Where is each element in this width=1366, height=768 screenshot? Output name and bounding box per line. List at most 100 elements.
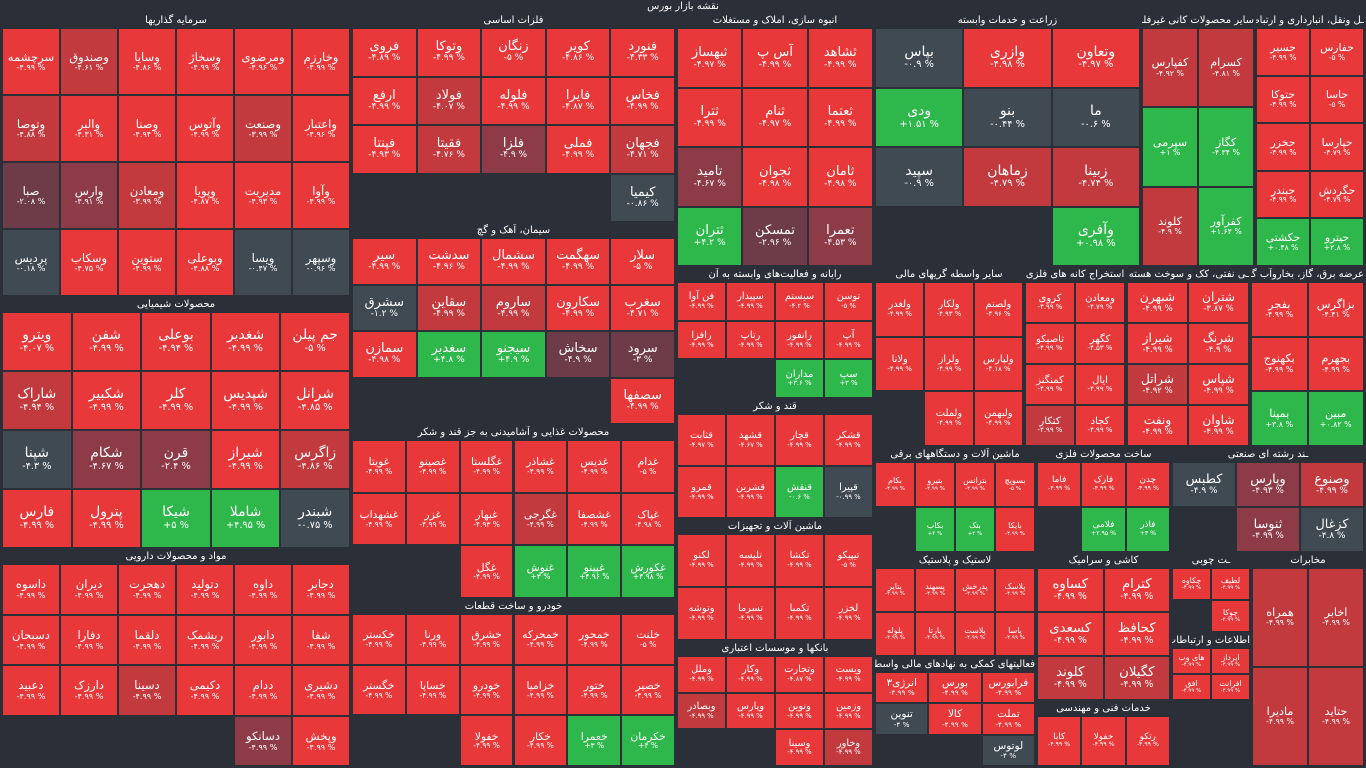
- stock-tile[interactable]: غشصفا -۴.۹۹ %: [567, 492, 622, 546]
- stock-tile[interactable]: ولغدر -۴.۹۹ %: [875, 282, 925, 337]
- stock-tile[interactable]: غگلستا -۴.۹۹ %: [459, 440, 514, 493]
- stock-tile[interactable]: سپیدار -۴.۹۹ %: [726, 282, 775, 321]
- stock-tile[interactable]: وتوصا -۴.۸۸ %: [2, 95, 60, 162]
- stock-tile[interactable]: سغدیر +۴.۸ %: [416, 331, 482, 378]
- stock-tile[interactable]: دارزک -۴.۹۹ %: [60, 665, 118, 716]
- stock-tile[interactable]: غصینو -۴.۹۹ %: [405, 440, 460, 493]
- stock-tile[interactable]: بتک +۴ %: [955, 507, 995, 552]
- stock-tile[interactable]: وسایا -۴.۸۶ %: [118, 28, 176, 95]
- stock-tile[interactable]: ثشاهد -۴.۹۹ %: [807, 28, 873, 88]
- stock-tile[interactable]: وخارزم -۴.۹۹ %: [292, 28, 350, 95]
- stock-tile[interactable]: دکیمی -۴.۹۹ %: [176, 665, 234, 716]
- stock-tile[interactable]: وآتوس -۴.۹۹ %: [176, 95, 234, 162]
- stock-tile[interactable]: سهگمت -۴.۹۹ %: [545, 238, 611, 285]
- stock-tile[interactable]: تعمرا -۴.۵۳ %: [807, 206, 873, 266]
- stock-tile[interactable]: حگردش -۴.۷۹ %: [1310, 170, 1364, 219]
- stock-tile[interactable]: بایکا -۴.۹۹ %: [995, 507, 1035, 552]
- stock-tile[interactable]: خگستر -۴.۹۹ %: [352, 664, 406, 716]
- stock-tile[interactable]: لطیف -۴.۹۹ %: [1211, 568, 1250, 600]
- stock-tile[interactable]: انرژی۳ -۴.۹۹ %: [875, 672, 929, 704]
- stock-tile[interactable]: رافزا -۴.۹۹ %: [677, 320, 726, 360]
- stock-tile[interactable]: قنقش -۰.۶ %: [775, 466, 824, 518]
- stock-tile[interactable]: کروی -۴.۹۹ %: [1025, 282, 1075, 323]
- stock-tile[interactable]: سپید -۰.۹ %: [875, 147, 964, 207]
- stock-tile[interactable]: زاگرس -۴.۸۶ %: [280, 430, 350, 489]
- stock-tile[interactable]: سیستم -۴.۲ %: [775, 282, 824, 321]
- stock-tile[interactable]: غکورش +۴.۹۸ %: [621, 545, 675, 598]
- stock-tile[interactable]: فجهان -۴.۷۱ %: [610, 125, 675, 174]
- stock-tile[interactable]: حپارسا -۴.۷۹ %: [1310, 123, 1364, 171]
- stock-tile[interactable]: حخزر -۴.۹۹ %: [1256, 123, 1310, 171]
- stock-tile[interactable]: واعتبار -۴.۹۶ %: [292, 95, 350, 162]
- stock-tile[interactable]: ثجوان -۴.۹۸ %: [742, 147, 808, 207]
- stock-tile[interactable]: زنگان -۵ %: [481, 28, 546, 77]
- stock-tile[interactable]: دابور -۴.۹۹ %: [234, 614, 292, 665]
- stock-tile[interactable]: بپاس -۰.۹ %: [875, 28, 964, 88]
- stock-tile[interactable]: دسینا -۴.۹۹ %: [118, 665, 176, 716]
- stock-tile[interactable]: سپ +۳ %: [824, 359, 873, 398]
- stock-tile[interactable]: سپرمی +۱ %: [1142, 107, 1198, 187]
- stock-tile[interactable]: سخاش -۴.۹ %: [545, 331, 611, 378]
- stock-tile[interactable]: پلاسک -۴.۹۹ %: [995, 568, 1035, 612]
- stock-tile[interactable]: تلیسه -۴.۹۹ %: [726, 534, 775, 587]
- stock-tile[interactable]: شیراز -۴.۹۹ %: [210, 430, 281, 489]
- stock-tile[interactable]: فپنتا -۴.۹۳ %: [352, 125, 417, 174]
- stock-tile[interactable]: خکرمان +۴ %: [621, 715, 675, 766]
- stock-tile[interactable]: وسپهر -۰.۹۶ %: [292, 229, 350, 296]
- stock-tile[interactable]: ویترو -۴.۰۷ %: [2, 312, 72, 371]
- stock-tile[interactable]: ونفت -۴.۹۹ %: [1127, 405, 1188, 446]
- stock-tile[interactable]: چدن -۴.۹۹ %: [1125, 462, 1170, 507]
- stock-tile[interactable]: وتوشه -۴.۹۹ %: [677, 587, 726, 640]
- stock-tile[interactable]: اخابر -۴.۹۹ %: [1308, 568, 1364, 667]
- stock-tile[interactable]: فلامی +۲.۹۵ %: [1081, 507, 1126, 552]
- stock-tile[interactable]: قرن -۲.۴ %: [141, 430, 211, 489]
- stock-tile[interactable]: شراتل -۴.۹۲ %: [1127, 364, 1188, 405]
- stock-tile[interactable]: سقاین -۴.۹۹ %: [416, 284, 482, 331]
- stock-tile[interactable]: حتاید -۴.۹۹ %: [1308, 667, 1364, 766]
- stock-tile[interactable]: ودی +۱.۵۱ %: [875, 87, 964, 147]
- stock-tile[interactable]: وآفری +۰.۹۸ %: [1051, 206, 1140, 266]
- stock-tile[interactable]: ولملت -۴.۹۹ %: [924, 391, 974, 446]
- stock-tile[interactable]: داوه -۴.۹۹ %: [234, 564, 292, 615]
- stock-tile[interactable]: پلوله -۴.۹۹ %: [875, 612, 915, 656]
- stock-tile[interactable]: فارک -۴.۹۹ %: [1081, 462, 1126, 507]
- stock-tile[interactable]: افق -۴.۹۹ %: [1172, 674, 1211, 700]
- stock-tile[interactable]: ویسا -۰.۴۷ %: [234, 229, 292, 296]
- stock-tile[interactable]: صبا -۲.۰۸ %: [2, 162, 60, 229]
- stock-tile[interactable]: پارتا -۴.۹۹ %: [915, 612, 955, 656]
- stock-tile[interactable]: غدیس -۴.۹۹ %: [567, 440, 622, 493]
- stock-tile[interactable]: کتکار -۴.۹۹ %: [1025, 405, 1075, 446]
- stock-tile[interactable]: کلوند -۴.۹۹ %: [1037, 656, 1104, 700]
- stock-tile[interactable]: فاما -۴.۹۹ %: [1037, 462, 1082, 507]
- stock-tile[interactable]: کگیلان -۴.۹۹ %: [1103, 656, 1170, 700]
- stock-tile[interactable]: وپویا -۴.۸۷ %: [176, 162, 234, 229]
- stock-tile[interactable]: تامید -۴.۶۷ %: [677, 147, 743, 207]
- stock-tile[interactable]: ساروم -۴.۹۹ %: [481, 284, 546, 331]
- stock-tile[interactable]: ختور -۴.۹۹ %: [567, 664, 622, 716]
- stock-tile[interactable]: غزر -۴.۹۹ %: [405, 492, 460, 546]
- stock-tile[interactable]: فروی -۴.۸۹ %: [352, 28, 417, 77]
- stock-tile[interactable]: چکاوه -۴.۹۹ %: [1172, 568, 1211, 600]
- stock-tile[interactable]: ولپارس -۴.۱۸ %: [973, 336, 1023, 392]
- stock-tile[interactable]: خلنت -۵ %: [621, 614, 675, 665]
- stock-tile[interactable]: حفارس -۵ %: [1310, 28, 1364, 76]
- stock-tile[interactable]: دتولید -۴.۹۹ %: [176, 564, 234, 615]
- stock-tile[interactable]: کابا -۴.۹۹ %: [1037, 716, 1082, 766]
- stock-tile[interactable]: کترام -۴.۹۹ %: [1103, 568, 1170, 612]
- stock-tile[interactable]: شرنگ -۴.۹ %: [1188, 323, 1249, 364]
- stock-tile[interactable]: حکشتی +۰.۴۸ %: [1256, 218, 1310, 266]
- stock-tile[interactable]: وازری -۴.۹۸ %: [963, 28, 1052, 88]
- stock-tile[interactable]: قشکر -۴.۹۹ %: [824, 414, 873, 466]
- stock-tile[interactable]: شکبیر -۴.۹۹ %: [71, 371, 142, 430]
- stock-tile[interactable]: رانفور -۴.۹۹ %: [775, 320, 824, 360]
- stock-tile[interactable]: شیکا +۵ %: [141, 489, 211, 548]
- stock-tile[interactable]: ولصنم -۴.۹۶ %: [973, 282, 1023, 337]
- stock-tile[interactable]: سرچشمه -۴.۹۹ %: [2, 28, 60, 95]
- stock-tile[interactable]: کسرام -۴.۸۱ %: [1198, 28, 1254, 108]
- stock-tile[interactable]: کگاز -۴.۳۴ %: [1198, 107, 1254, 187]
- stock-tile[interactable]: فقیتا -۴.۷۶ %: [416, 125, 482, 174]
- stock-tile[interactable]: دسانکو -۴.۹۹ %: [234, 715, 292, 766]
- stock-tile[interactable]: افرانت -۴.۹۹ %: [1211, 674, 1250, 700]
- stock-tile[interactable]: غپینو +۴.۹۶ %: [567, 545, 622, 598]
- stock-tile[interactable]: سمازن -۴.۹۸ %: [352, 331, 417, 378]
